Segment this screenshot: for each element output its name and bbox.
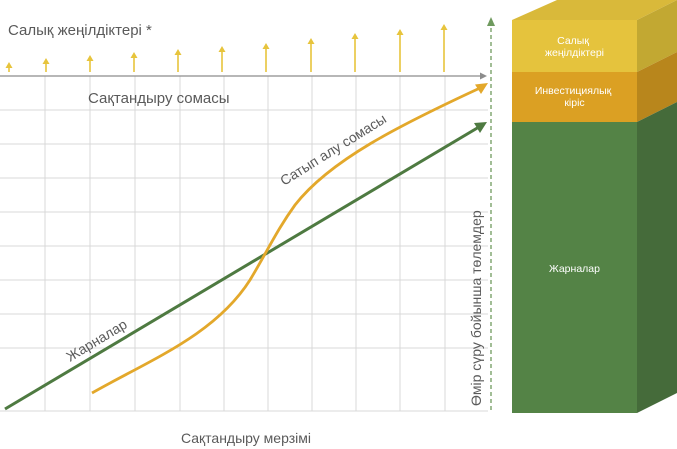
tax-benefit-arrow — [262, 43, 270, 72]
grid — [0, 76, 488, 412]
tax-benefit-arrow — [396, 29, 404, 72]
tax-benefit-arrow — [307, 38, 315, 72]
stacked-column: Салық жеңілдіктері Инвестициялық кіріс Ж… — [512, 0, 677, 413]
stack-premiums-label: Жарналар — [549, 263, 600, 275]
stack-front-premiums — [512, 122, 637, 413]
stack-front-tax — [512, 20, 637, 72]
redemption-curve-label: Сатып алу сомасы — [277, 110, 389, 188]
tax-benefit-arrows — [5, 24, 448, 72]
tax-benefit-arrow — [351, 33, 359, 72]
tax-benefit-arrow — [5, 62, 13, 72]
tax-benefit-arrow — [86, 55, 94, 72]
tax-benefit-arrow — [174, 49, 182, 72]
tax-benefits-label: Салық жеңілдіктері * — [8, 22, 152, 39]
premiums-line — [4, 122, 487, 411]
survival-payment-line — [487, 17, 495, 411]
tax-benefit-arrow — [130, 52, 138, 72]
insured-sum-axis — [0, 72, 487, 80]
stack-side-tax — [637, 0, 677, 72]
time-axis-label: Сақтандыру мерзімі — [181, 430, 311, 446]
survival-payment-label: Өмір сүру бойынша төлемдер — [468, 210, 484, 406]
stack-tax-label: Салық жеңілдіктері — [545, 35, 604, 59]
insured-sum-label: Сақтандыру сомасы — [88, 90, 230, 107]
tax-benefit-arrow — [42, 58, 50, 72]
stack-investment-label: Инвестициялық кіріс — [535, 85, 614, 109]
tax-benefit-arrow — [218, 46, 226, 72]
stack-front-investment — [512, 72, 637, 122]
stack-top-cap — [512, 0, 677, 20]
stack-side-premiums — [637, 102, 677, 413]
stack-side-investment — [637, 52, 677, 122]
tax-benefit-arrow — [440, 24, 448, 72]
redemption-curve — [91, 83, 488, 395]
